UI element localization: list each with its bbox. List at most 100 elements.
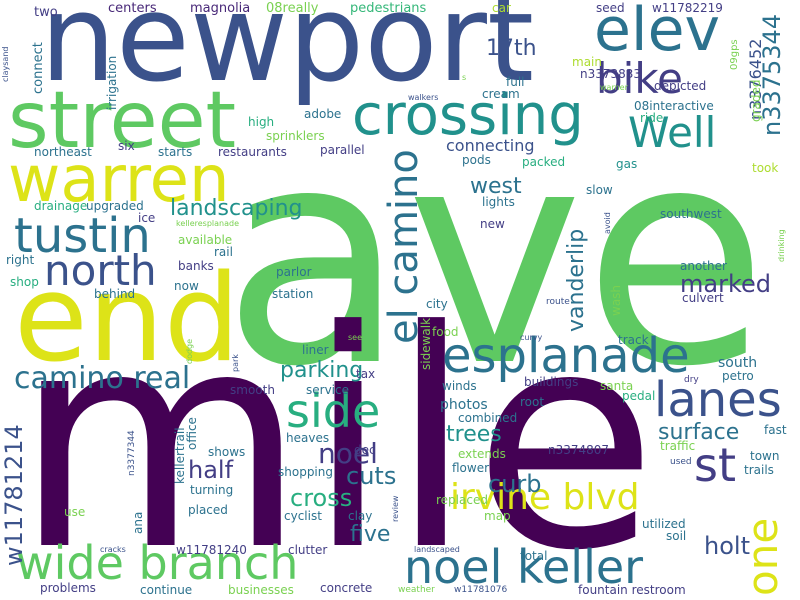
- word-buildings: buildings: [524, 375, 579, 389]
- word-lights: lights: [482, 195, 515, 209]
- word-parlor: parlor: [276, 265, 312, 279]
- word-restaurants: restaurants: [218, 145, 287, 159]
- word-walkers: walkers: [408, 93, 439, 102]
- word-claysand: claysand: [1, 46, 10, 82]
- word-used: used: [670, 457, 692, 467]
- word-trails: trails: [744, 463, 774, 477]
- word-another: another: [680, 259, 727, 273]
- word-street: street: [8, 76, 237, 166]
- word-drinking: drinking: [777, 229, 786, 262]
- word-cream: cream: [482, 87, 520, 101]
- word-dodge: dodge: [185, 338, 194, 364]
- word-city: city: [426, 297, 448, 311]
- word-new: new: [480, 217, 505, 231]
- word-winds: winds: [442, 379, 477, 393]
- word-pedestrians-text: pedestrians: [350, 1, 427, 16]
- word-esplanade: esplanade: [442, 328, 690, 384]
- word-high: high: [248, 115, 275, 129]
- word-side: side: [286, 384, 381, 438]
- word-utilized: utilized: [642, 517, 686, 531]
- word-st: st: [694, 438, 737, 492]
- word-bike: bike: [596, 54, 683, 103]
- word-fast: fast: [764, 423, 787, 437]
- word-noel: noel: [318, 437, 378, 470]
- word-businesses: businesses: [228, 583, 294, 597]
- word-vanderlip: vanderlip: [564, 228, 589, 332]
- word-centers: centers: [108, 1, 157, 16]
- word-banks: banks: [178, 259, 214, 273]
- word-rail: rail: [214, 245, 233, 259]
- word-photos: photos: [440, 397, 488, 413]
- word-kelleresplanade: kelleresplanade: [176, 219, 240, 228]
- word-newport: newport: [40, 0, 535, 109]
- word-parking: parking: [280, 358, 364, 383]
- word-holt: holt: [704, 532, 750, 560]
- word-main: main: [572, 55, 602, 69]
- word-tax: tax: [356, 367, 376, 381]
- word-smooth: smooth: [230, 383, 275, 397]
- word-car: car: [492, 1, 511, 15]
- word-w11782219: w11782219: [652, 1, 723, 15]
- word-drainage: drainage: [34, 199, 88, 213]
- word-combined: combined: [458, 411, 518, 425]
- word-see: see: [348, 333, 363, 342]
- word-culvert: culvert: [682, 291, 724, 305]
- word-el-camino: el camino: [381, 149, 427, 344]
- word-soil: soil: [666, 529, 687, 543]
- word-lanes: lanes: [654, 372, 782, 428]
- word-end: end: [14, 250, 241, 389]
- word-full: full: [506, 75, 525, 89]
- word-flower: flower: [452, 461, 490, 475]
- word-concrete: concrete: [320, 581, 373, 595]
- word-turning: turning: [190, 483, 234, 497]
- word-17th: 17th: [486, 36, 537, 61]
- word-n3373833: n3373833: [580, 67, 642, 81]
- word-starts: starts: [158, 145, 193, 159]
- word-irvine-blvd: irvine blvd: [450, 477, 640, 518]
- word-south: south: [718, 355, 758, 371]
- word-five: five: [350, 522, 391, 547]
- word-avoid: avoid: [603, 212, 612, 234]
- word-use: use: [64, 505, 86, 519]
- word-problems: problems: [40, 581, 96, 595]
- word-six: six: [118, 139, 135, 153]
- word-map: map: [484, 509, 511, 523]
- word-irrigation: irrigation: [105, 55, 119, 110]
- word-warren: warren: [8, 143, 230, 217]
- word-pedal: pedal: [622, 389, 656, 403]
- word-parallel: parallel: [320, 143, 365, 157]
- word-elev: elev: [594, 0, 721, 65]
- word-northeast: northeast: [34, 145, 92, 159]
- word-half: half: [188, 456, 234, 484]
- word-crossing: crossing: [352, 83, 584, 148]
- word-seed: seed: [596, 1, 625, 15]
- word-depicted: depicted: [654, 79, 707, 93]
- word-track: track: [618, 333, 649, 347]
- word-cross: cross: [290, 484, 353, 512]
- word-heaves: heaves: [286, 431, 330, 445]
- word-took: took: [752, 161, 779, 175]
- word-shows: shows: [208, 445, 246, 459]
- word-n3377344: n3377344: [127, 430, 137, 476]
- word-ana: ana: [131, 511, 145, 534]
- word-graded: graded: [749, 79, 763, 122]
- word-two: two: [34, 5, 58, 20]
- word-station: station: [272, 287, 314, 301]
- word-09gps: 09gps: [729, 39, 740, 70]
- word-behind: behind: [94, 287, 136, 301]
- word-shopping: shopping: [278, 465, 333, 479]
- word-santa: santa: [600, 379, 634, 393]
- word-08really: 08really: [266, 1, 319, 16]
- word-noel-keller: noel keller: [404, 540, 644, 594]
- word-trees: trees: [446, 422, 502, 447]
- word-adobe: adobe: [304, 107, 342, 121]
- word-review: review: [391, 495, 400, 522]
- word-petro: petro: [722, 369, 754, 383]
- word-clay: clay: [348, 509, 373, 523]
- word-curvy: curvy: [520, 333, 543, 342]
- word-service: service: [306, 383, 349, 397]
- word-w11781214: w11781214: [0, 424, 28, 566]
- word-marked: marked: [680, 270, 771, 298]
- word-curb: curb: [488, 470, 542, 498]
